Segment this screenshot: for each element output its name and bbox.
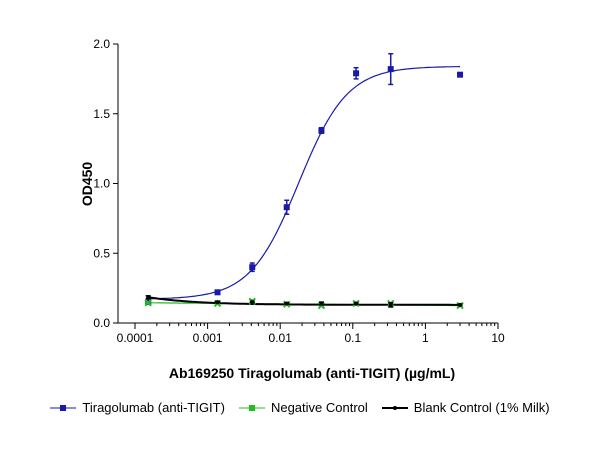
- marker-x: [144, 299, 152, 307]
- legend-label: Negative Control: [270, 400, 368, 415]
- data-point: [457, 71, 464, 78]
- legend-item-blank-control: Blank Control (1% Milk): [381, 400, 550, 415]
- marker-dot: [319, 301, 324, 306]
- marker-dot: [215, 300, 220, 305]
- legend-swatch-blue: [50, 404, 77, 411]
- data-point: [353, 66, 360, 80]
- marker-dot: [458, 302, 463, 307]
- data-point: [283, 199, 290, 215]
- x-tick-label: 0.001: [193, 331, 223, 345]
- data-point: [284, 301, 290, 306]
- legend: Tiragolumab (anti-TIGIT) Negative Contro…: [0, 400, 600, 415]
- marker-dot: [146, 295, 151, 300]
- legend-swatch-green: [238, 404, 265, 411]
- data-point: [214, 289, 221, 296]
- data-point: [353, 301, 359, 306]
- data-point: [215, 300, 221, 305]
- y-tick-label: 0.5: [93, 246, 110, 260]
- legend-swatch-black: [381, 405, 408, 410]
- marker-square: [457, 71, 464, 78]
- marker-dot: [284, 301, 289, 306]
- marker-dot: [354, 301, 359, 306]
- legend-label: Tiragolumab (anti-TIGIT): [82, 400, 225, 415]
- y-tick-label: 1.5: [93, 107, 110, 121]
- x-tick-label: 0.1: [344, 331, 361, 345]
- data-point: [387, 53, 394, 86]
- data-point: [249, 262, 256, 273]
- y-tick-label: 0.0: [93, 316, 110, 330]
- marker-square: [318, 127, 325, 134]
- marker-square: [353, 70, 360, 77]
- y-axis-label: OD450: [79, 162, 95, 207]
- y-tick-label: 1.0: [93, 177, 110, 191]
- data-point: [388, 302, 394, 308]
- x-tick-label: 0.0001: [117, 331, 154, 345]
- fit-curve-0: [148, 66, 461, 300]
- data-point: [318, 126, 325, 135]
- data-point: [457, 302, 463, 307]
- x-tick-label: 10: [491, 331, 505, 345]
- x-axis-label: Ab169250 Tiragolumab (anti-TIGIT) (µg/mL…: [169, 365, 455, 381]
- legend-item-tiragolumab: Tiragolumab (anti-TIGIT): [50, 400, 225, 415]
- data-point: [249, 300, 255, 305]
- marker-square: [283, 204, 290, 211]
- legend-label: Blank Control (1% Milk): [413, 400, 550, 415]
- legend-item-negative-control: Negative Control: [238, 400, 368, 415]
- fit-curve-2: [148, 296, 460, 306]
- marker-square: [214, 289, 221, 296]
- marker-dot: [388, 302, 393, 307]
- data-point: [145, 295, 151, 300]
- data-point: [318, 301, 324, 306]
- marker-square: [387, 66, 394, 73]
- marker-square: [249, 264, 256, 271]
- y-tick-label: 2.0: [93, 37, 110, 51]
- x-tick-label: 0.01: [269, 331, 293, 345]
- marker-dot: [250, 300, 255, 305]
- data-point: [144, 299, 152, 307]
- x-tick-label: 1: [422, 331, 429, 345]
